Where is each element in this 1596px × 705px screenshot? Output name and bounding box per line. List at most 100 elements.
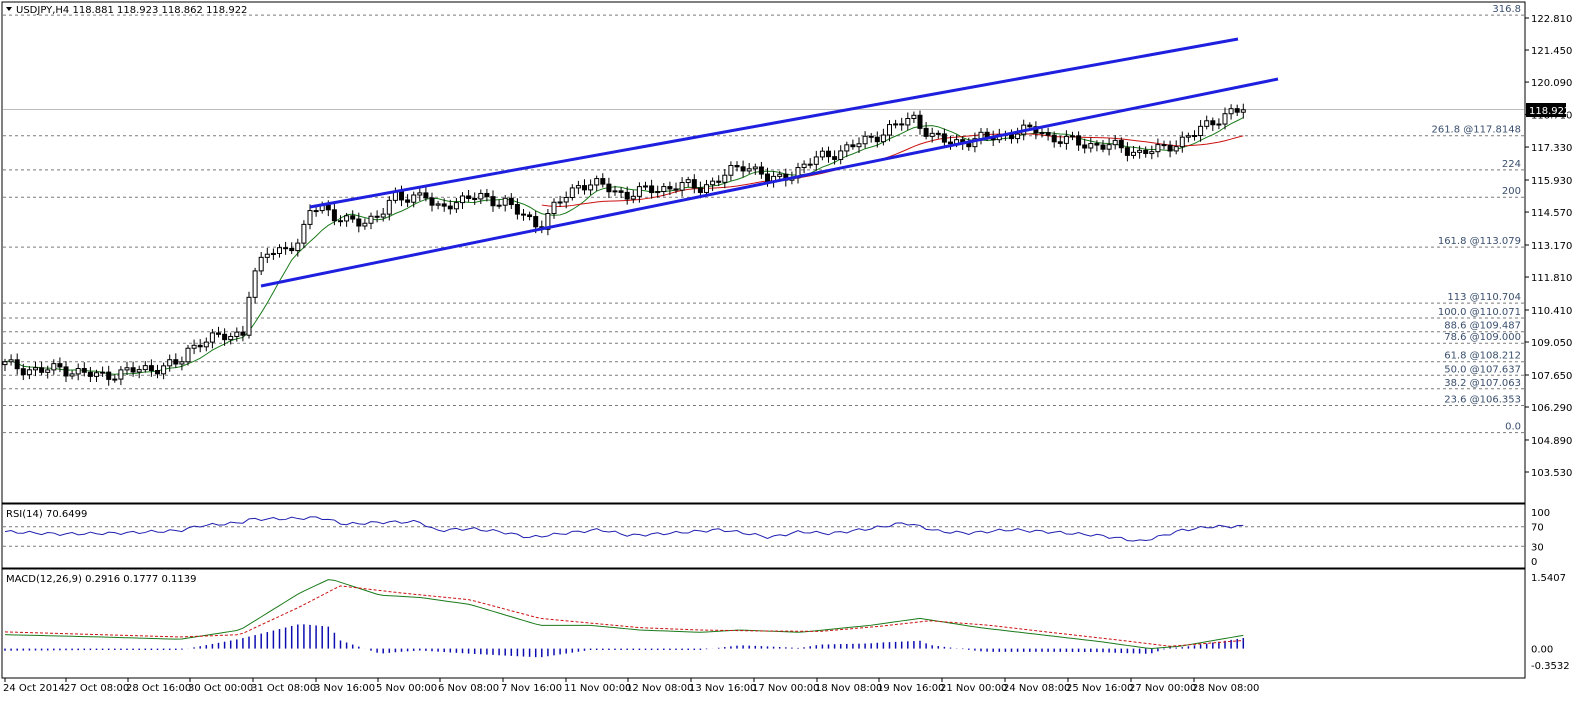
candle-body [1076, 135, 1082, 146]
candle-body [1185, 135, 1191, 138]
candle-body [710, 180, 716, 186]
fib-level-label: 316.8 [1492, 4, 1521, 15]
candle-body [533, 216, 539, 228]
rsi-axis-label: 100 [1531, 508, 1550, 519]
candle-body [557, 201, 563, 204]
candle-body [612, 190, 618, 193]
macd-axis-label: -0.3532 [1531, 661, 1570, 672]
candle-body [630, 195, 636, 200]
candle-body [374, 215, 380, 218]
candle-body [252, 270, 258, 298]
channel-upper-line[interactable] [309, 37, 1239, 209]
candle-body [8, 359, 14, 363]
candle-body [295, 242, 301, 252]
fib-level-label: 100.0 @110.071 [1438, 307, 1521, 318]
candle-body [155, 370, 160, 375]
price-axis-label: 106.290 [1531, 403, 1572, 414]
candle-body [856, 143, 862, 148]
candle-body [704, 184, 709, 193]
candle-body [740, 166, 746, 172]
candle-body [45, 369, 51, 373]
candle-body [1112, 139, 1118, 146]
candle-body [826, 150, 831, 158]
candle-body [966, 143, 972, 148]
candle-body [521, 213, 526, 216]
macd-axis-label: 0.00 [1531, 645, 1553, 656]
fib-level-label: 61.8 @108.212 [1444, 351, 1521, 362]
candle-body [435, 203, 441, 206]
candle-body [490, 196, 496, 207]
candle-body [844, 144, 850, 152]
candle-body [222, 333, 228, 341]
candle-body [697, 187, 703, 193]
candle-body [344, 215, 350, 222]
macd-panel-frame [1, 568, 1526, 679]
candle-body [1063, 135, 1069, 144]
symbol-info-label: USDJPY,H4 118.881 118.923 118.862 118.92… [16, 5, 247, 16]
candle-body [807, 163, 813, 166]
candle-body [1161, 144, 1167, 147]
candle-body [929, 132, 935, 137]
candle-body [399, 191, 404, 201]
candle-body [1204, 120, 1210, 127]
candle-body [405, 199, 411, 203]
candle-body [514, 204, 520, 215]
current-price-label: 118.922 [1529, 106, 1570, 117]
candle-body [1173, 146, 1179, 152]
time-axis-label: 30 Oct 00:00 [188, 683, 253, 694]
candle-body [1228, 108, 1234, 115]
candle-body [1088, 143, 1094, 149]
candle-body [1094, 143, 1100, 146]
candle-body [679, 182, 685, 191]
candle-body [868, 135, 874, 138]
candle-body [429, 197, 435, 206]
candle-body [935, 132, 941, 135]
candle-body [758, 166, 764, 175]
candle-body [1057, 141, 1063, 144]
candle-body [1143, 149, 1149, 155]
candle-body [20, 368, 26, 376]
candle-body [142, 365, 148, 371]
candle-body [130, 367, 136, 373]
macd-signal-line [4, 585, 1244, 647]
candle-body [1179, 136, 1185, 148]
candle-body [331, 209, 337, 222]
candle-body [832, 156, 838, 160]
candle-body [1222, 113, 1228, 125]
candle-body [112, 378, 118, 381]
candle-body [893, 123, 899, 126]
time-axis-label: 5 Nov 00:00 [376, 683, 437, 694]
fib-level-label: 200 [1502, 186, 1521, 197]
candle-body [582, 185, 587, 191]
candle-body [289, 247, 295, 252]
candle-body [258, 256, 264, 272]
candle-body [69, 373, 75, 377]
candle-body [575, 185, 581, 189]
channel-lower-line[interactable] [260, 77, 1279, 288]
fib-level-label: 38.2 @107.063 [1444, 378, 1521, 389]
candle-body [600, 178, 606, 185]
time-axis-label: 11 Nov 00:00 [564, 683, 631, 694]
candle-body [185, 347, 191, 363]
candle-body [87, 371, 93, 377]
candle-body [167, 359, 173, 367]
candle-body [1118, 139, 1124, 149]
time-axis-label: 27 Nov 00:00 [1129, 683, 1196, 694]
candle-body [1210, 120, 1216, 126]
candle-body [203, 341, 209, 348]
candle-body [887, 124, 892, 136]
candle-body [838, 150, 844, 160]
candle-body [636, 186, 642, 197]
candle-body [765, 173, 770, 183]
candle-body [1070, 135, 1075, 138]
candle-body [33, 367, 38, 371]
candle-body [362, 222, 368, 227]
dropdown-triangle-icon[interactable] [6, 7, 12, 11]
candle-body [228, 335, 234, 341]
price-axis-label: 121.450 [1531, 46, 1572, 57]
candle-body [551, 201, 557, 215]
candle-body [899, 123, 905, 126]
slow-ma-line [541, 133, 1244, 208]
